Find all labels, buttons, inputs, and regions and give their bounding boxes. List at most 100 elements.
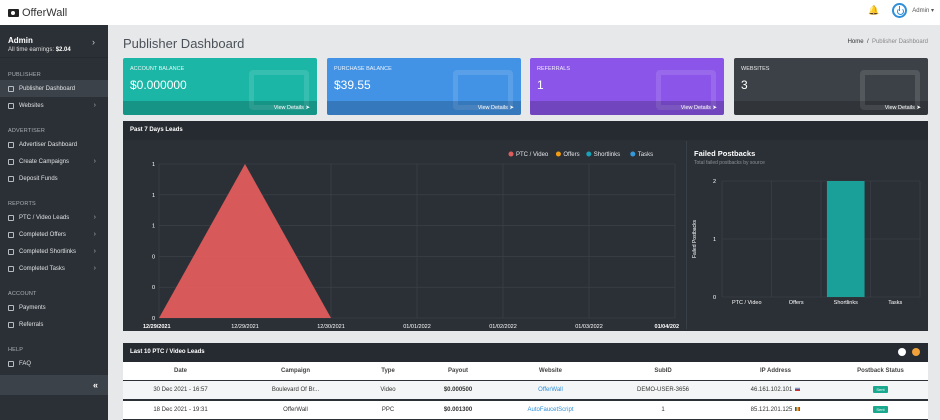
chevron-right-icon: › [93, 214, 96, 221]
cell-text: 30 Dec 2021 - 16:57 [153, 387, 208, 393]
sidebar-item[interactable]: Deposit Funds [0, 170, 108, 187]
menu-item-icon [8, 304, 14, 311]
brand[interactable]: OfferWall [8, 7, 67, 19]
expand-icon[interactable] [898, 348, 906, 356]
view-details-link[interactable]: View Details ➤ [734, 101, 928, 115]
card-decoration [860, 70, 920, 110]
cell-text: $0.000500 [443, 387, 473, 393]
column-header: Website [539, 368, 562, 374]
legend-marker [630, 151, 636, 157]
sidebar-item[interactable]: Completed Tasks › [0, 260, 108, 277]
sidebar-item-label: Payments [19, 304, 46, 311]
x-tick-label: PTC / Video [732, 300, 762, 306]
table-header: Date Campaign Type Payout Website SubID IP Add… [123, 362, 928, 380]
sidebar-item-label: FAQ [19, 360, 32, 367]
column-header: IP Address [759, 368, 791, 374]
table-cell: 18 Dec 2021 - 19:31 [123, 407, 238, 413]
sidebar-item[interactable]: FAQ [0, 355, 108, 372]
status-badge: Sent [873, 406, 888, 413]
legend-label: Tasks [638, 152, 653, 158]
collapse-sidebar-button[interactable]: « [0, 375, 108, 395]
table-cell: Sent [833, 386, 928, 393]
collapse-icon[interactable] [912, 348, 920, 356]
sidebar-item[interactable]: Completed Shortlinks › [0, 243, 108, 260]
stat-card: REFERRALS 1 View Details ➤ [530, 58, 724, 115]
cell-text: DEMO-USER-3656 [636, 387, 689, 393]
sidebar-item[interactable]: Create Campaigns › [0, 153, 108, 170]
card-decoration [453, 70, 513, 110]
sidebar-item[interactable]: Publisher Dashboard [0, 80, 108, 97]
user-menu[interactable]: Admin ▾ [912, 7, 934, 14]
leads-chart: 0 0 0 1 1 1 12/29/2021 12/29/2021 12/30/2021 01/0… [143, 151, 679, 330]
sidebar-item[interactable]: Payments [0, 299, 108, 316]
earnings-value: $2.04 [55, 47, 71, 53]
card-decoration [249, 70, 309, 110]
view-details-link[interactable]: View Details ➤ [530, 101, 724, 115]
failed-title: Failed Postbacks [694, 149, 756, 158]
y-tick-label: 1 [152, 193, 155, 199]
sidebar-item[interactable]: Websites › [0, 97, 108, 114]
user-box[interactable]: Admin All time earnings: $2.04 › [0, 25, 108, 58]
bar [826, 181, 865, 297]
table-cell: 30 Dec 2021 - 16:57 [123, 387, 238, 393]
legend-label: Shortlinks [594, 152, 620, 158]
top-right: 🔔 Admin ▾ [868, 3, 934, 18]
menu-item-icon [8, 85, 14, 92]
breadcrumb-home[interactable]: Home [847, 39, 864, 45]
sidebar-item[interactable]: Referrals [0, 316, 108, 333]
user-name: Admin [8, 36, 33, 45]
chevron-right-icon: › [93, 231, 96, 238]
y-tick-label: 0 [713, 295, 716, 301]
sidebar-item-label: Websites [19, 102, 44, 109]
arrow-circle-right-icon: ➤ [305, 105, 310, 111]
sidebar-item-label: Completed Shortlinks [19, 248, 77, 255]
legend-marker [508, 151, 514, 157]
table-cell: $0.001300 [423, 407, 493, 413]
table-row: 18 Dec 2021 - 19:31 OfferWall PPC $0.001300… [123, 401, 928, 419]
website-link[interactable]: AutoFaucetScript [527, 407, 574, 413]
leads-table-title: Last 10 PTC / Video Leads [123, 343, 928, 362]
leads-table-title-text: Last 10 PTC / Video Leads [130, 349, 205, 355]
table-cell: OfferWall [238, 407, 353, 413]
cell-text: PPC [381, 407, 395, 413]
sidebar-item[interactable]: Advertiser Dashboard [0, 136, 108, 153]
sidebar-item[interactable]: Completed Offers › [0, 226, 108, 243]
earnings: All time earnings: $2.04 [8, 47, 108, 53]
menu-item-icon [8, 265, 14, 272]
table-cell: 85.121.201.125 [718, 407, 833, 413]
table-cell: AutoFaucetScript [493, 407, 608, 413]
sidebar-item-label: Completed Offers [19, 231, 66, 238]
sidebar-item-label: Advertiser Dashboard [19, 141, 78, 148]
stat-card-value: 1 [537, 78, 544, 92]
stat-card-label: REFERRALS [537, 66, 571, 72]
sidebar-item[interactable]: PTC / Video Leads › [0, 209, 108, 226]
stat-card: PURCHASE BALANCE $39.55 View Details ➤ [327, 58, 521, 115]
column-header: Campaign [280, 368, 310, 374]
view-details-link[interactable]: View Details ➤ [327, 101, 521, 115]
y-tick-label: 1 [152, 162, 155, 168]
sidebar-section-title: HELP [8, 347, 24, 353]
cell-text: 1 [661, 407, 665, 413]
table-cell: 1 [608, 407, 718, 413]
view-details-link[interactable]: View Details ➤ [123, 101, 317, 115]
arrow-circle-right-icon: ➤ [509, 105, 514, 111]
menu-item-icon [8, 175, 14, 182]
x-tick-label: Shortlinks [834, 300, 858, 306]
failed-chart: 0 1 2 PTC / Video Offers Shortlinks Tasks Faile… [692, 179, 921, 306]
website-link[interactable]: OfferWall [538, 387, 563, 393]
flag-icon [795, 407, 801, 412]
y-tick-label: 2 [713, 179, 716, 185]
view-details-label: View Details [477, 105, 508, 111]
chevron-right-icon: › [93, 265, 96, 272]
table-cell: OfferWall [493, 387, 608, 393]
menu-item-icon [8, 141, 14, 148]
leads-table-panel: Last 10 PTC / Video Leads Date Campaign Ty… [123, 343, 928, 420]
cell-text: Video [380, 387, 396, 393]
leads-panel: Past 7 Days Leads 0 0 0 1 1 1 12/29/2021 12/29/… [123, 121, 928, 331]
power-icon[interactable] [892, 3, 908, 18]
y-tick-label: 1 [713, 237, 716, 243]
y-tick-label: 0 [152, 254, 155, 260]
menu-item-icon [8, 321, 14, 328]
y-tick-label: 0 [152, 285, 155, 291]
bell-icon[interactable]: 🔔 [868, 5, 880, 15]
